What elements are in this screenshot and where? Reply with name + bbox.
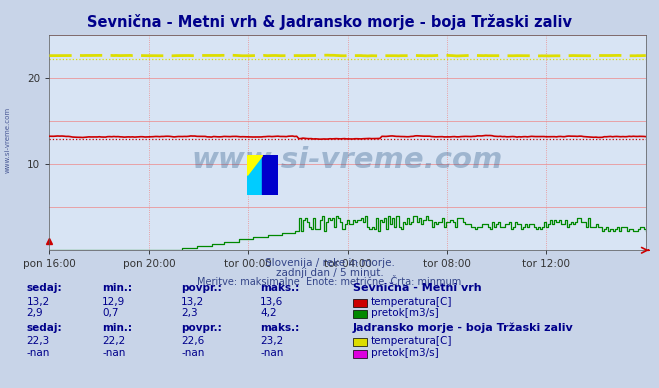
Text: -nan: -nan: [102, 348, 125, 358]
Text: 22,3: 22,3: [26, 336, 49, 346]
Text: www.si-vreme.com: www.si-vreme.com: [192, 146, 503, 174]
Text: Slovenija / reke in morje.: Slovenija / reke in morje.: [264, 258, 395, 268]
Text: 13,6: 13,6: [260, 296, 283, 307]
Text: 4,2: 4,2: [260, 308, 277, 318]
Text: 12,9: 12,9: [102, 296, 125, 307]
Text: maks.:: maks.:: [260, 283, 300, 293]
Text: temperatura[C]: temperatura[C]: [371, 296, 453, 307]
Text: 2,9: 2,9: [26, 308, 43, 318]
Text: 13,2: 13,2: [181, 296, 204, 307]
Text: -nan: -nan: [260, 348, 283, 358]
Text: Jadransko morje - boja Tržaski zaliv: Jadransko morje - boja Tržaski zaliv: [353, 322, 573, 333]
Text: maks.:: maks.:: [260, 322, 300, 333]
Text: temperatura[C]: temperatura[C]: [371, 336, 453, 346]
Text: zadnji dan / 5 minut.: zadnji dan / 5 minut.: [275, 268, 384, 278]
Text: -nan: -nan: [26, 348, 49, 358]
Text: 0,7: 0,7: [102, 308, 119, 318]
Text: 22,2: 22,2: [102, 336, 125, 346]
Text: 2,3: 2,3: [181, 308, 198, 318]
Text: Sevnična - Metni vrh & Jadransko morje - boja Tržaski zaliv: Sevnična - Metni vrh & Jadransko morje -…: [87, 14, 572, 29]
Text: www.si-vreme.com: www.si-vreme.com: [5, 107, 11, 173]
Text: sedaj:: sedaj:: [26, 283, 62, 293]
Text: min.:: min.:: [102, 322, 132, 333]
Text: min.:: min.:: [102, 283, 132, 293]
Text: sedaj:: sedaj:: [26, 322, 62, 333]
Text: pretok[m3/s]: pretok[m3/s]: [371, 348, 439, 358]
Text: povpr.:: povpr.:: [181, 283, 222, 293]
Text: Meritve: maksimalne  Enote: metrične  Črta: minmum: Meritve: maksimalne Enote: metrične Črta…: [198, 277, 461, 288]
Text: -nan: -nan: [181, 348, 204, 358]
Text: Sevnična - Metni vrh: Sevnična - Metni vrh: [353, 283, 481, 293]
Text: 13,2: 13,2: [26, 296, 49, 307]
Text: pretok[m3/s]: pretok[m3/s]: [371, 308, 439, 318]
Text: 23,2: 23,2: [260, 336, 283, 346]
Text: 22,6: 22,6: [181, 336, 204, 346]
Text: povpr.:: povpr.:: [181, 322, 222, 333]
